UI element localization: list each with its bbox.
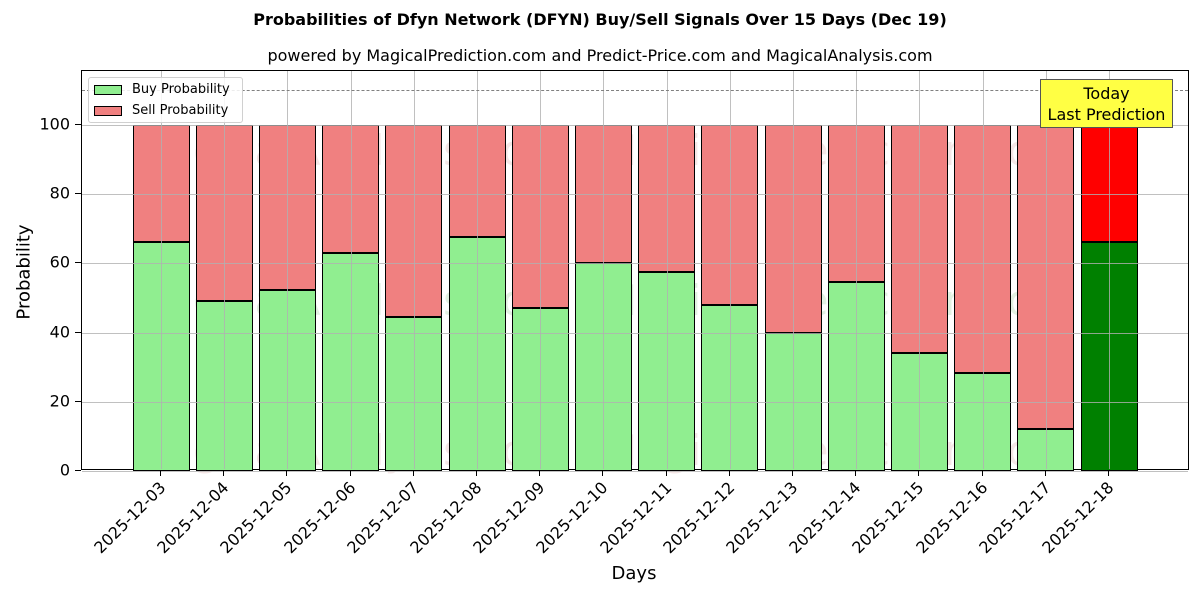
x-tick [476,470,477,476]
legend-buy-label: Buy Probability [132,82,230,97]
grid-line-vertical [603,71,605,469]
y-tick [75,193,81,195]
grid-line-horizontal [82,332,1188,334]
x-tick [918,470,920,476]
x-tick [286,470,288,476]
grid-line-vertical [856,71,858,469]
x-tick [539,470,541,476]
grid-line-vertical [793,71,794,469]
y-tick-label: 100 [39,114,70,134]
chart-subtitle: powered by MagicalPrediction.com and Pre… [267,46,933,65]
legend-sell-label: Sell Probability [132,103,229,118]
x-tick [728,470,730,476]
y-tick-label: 80 [49,183,70,203]
grid-line-horizontal [82,125,1188,126]
grid-line-vertical [729,71,731,469]
x-tick [1108,470,1109,476]
grid-line-vertical [413,71,415,469]
grid-line-vertical [350,71,352,469]
y-axis-label: Probability [13,224,35,320]
grid-line-vertical [540,71,542,469]
grid-line-horizontal [82,471,1188,472]
y-tick [75,331,81,333]
chart-title: Probabilities of Dfyn Network (DFYN) Buy… [253,10,947,29]
y-tick-label: 40 [49,322,70,342]
x-tick [223,470,225,476]
grid-line-vertical [1045,71,1047,469]
legend-item-buy: Buy Probability [94,82,230,97]
grid-line-vertical [666,71,668,469]
grid-line-horizontal [82,401,1188,403]
x-tick [349,470,351,476]
annotation-line-1: Today [1083,84,1130,103]
buy-swatch-icon [94,84,122,95]
grid-line-vertical [477,71,478,469]
grid-line-vertical [287,71,289,469]
grid-line-vertical [982,71,984,469]
x-tick [855,470,857,476]
y-tick [75,262,81,264]
grid-line-vertical [161,71,162,469]
plot-area: MagicalAnalysis.comMagicalPrediction.com… [81,70,1189,475]
y-tick-label: 0 [59,460,70,480]
legend: Buy Probability Sell Probability [88,77,243,123]
y-tick-label: 20 [49,391,70,411]
today-annotation: Today Last Prediction [1040,79,1173,128]
grid-line-vertical [224,71,226,469]
x-tick [412,470,414,476]
grid-line-horizontal [82,194,1188,196]
grid-line-horizontal [82,263,1188,265]
x-tick [160,470,161,476]
x-tick [792,470,793,476]
grid-line-vertical [919,71,921,469]
x-tick [981,470,983,476]
x-tick [665,470,667,476]
reference-line-dashed [82,90,1188,92]
y-tick-label: 60 [49,252,70,272]
y-tick [75,124,81,125]
x-tick [602,470,604,476]
grid-line-vertical [1109,71,1110,469]
y-tick [75,470,81,471]
legend-item-sell: Sell Probability [94,103,228,118]
x-tick [1044,470,1046,476]
annotation-line-2: Last Prediction [1047,105,1166,124]
x-axis-label: Days [611,563,657,584]
sell-swatch-icon [94,105,122,116]
y-tick [75,400,81,402]
